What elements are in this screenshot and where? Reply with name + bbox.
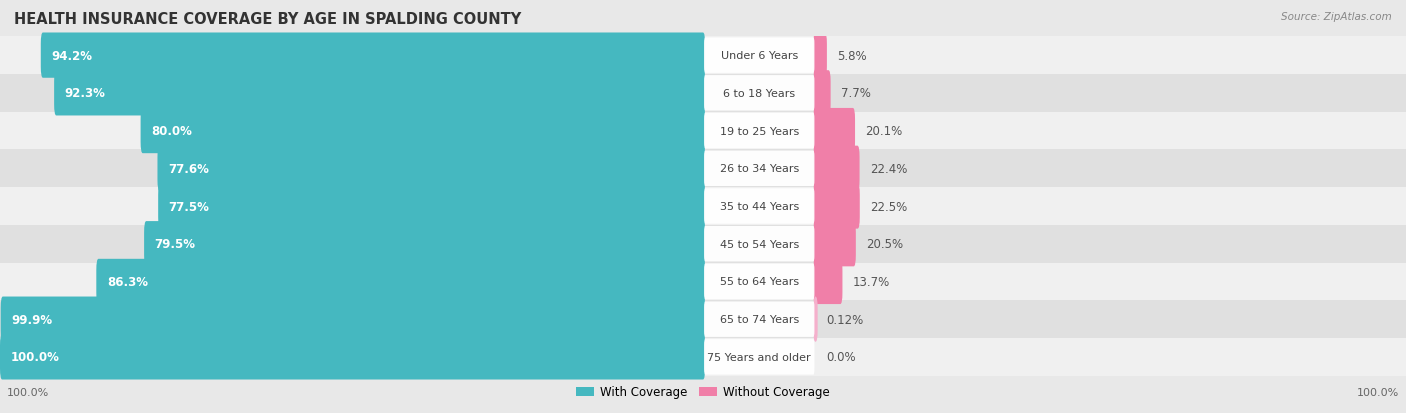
Bar: [0, 188, 1406, 225]
Text: 99.9%: 99.9%: [11, 313, 52, 326]
Text: Source: ZipAtlas.com: Source: ZipAtlas.com: [1281, 12, 1392, 22]
FancyBboxPatch shape: [141, 109, 706, 154]
Bar: [0, 75, 1406, 112]
Bar: [0, 225, 1406, 263]
Bar: [0, 338, 1406, 376]
Bar: [0, 301, 1406, 338]
FancyBboxPatch shape: [97, 259, 706, 304]
Text: Under 6 Years: Under 6 Years: [721, 51, 797, 61]
FancyBboxPatch shape: [41, 33, 706, 78]
Bar: [0, 112, 1406, 150]
FancyBboxPatch shape: [814, 146, 859, 192]
Text: 65 to 74 Years: 65 to 74 Years: [720, 314, 799, 324]
Text: 77.6%: 77.6%: [169, 162, 209, 176]
Text: 0.12%: 0.12%: [827, 313, 863, 326]
FancyBboxPatch shape: [157, 146, 706, 192]
Text: 94.2%: 94.2%: [51, 50, 93, 62]
FancyBboxPatch shape: [145, 221, 706, 267]
Text: 0.0%: 0.0%: [827, 351, 856, 363]
FancyBboxPatch shape: [704, 114, 814, 149]
FancyBboxPatch shape: [704, 76, 814, 111]
Text: 22.4%: 22.4%: [870, 162, 907, 176]
Text: 19 to 25 Years: 19 to 25 Years: [720, 126, 799, 136]
Text: 55 to 64 Years: 55 to 64 Years: [720, 277, 799, 287]
Text: 86.3%: 86.3%: [107, 275, 148, 288]
Text: 26 to 34 Years: 26 to 34 Years: [720, 164, 799, 174]
FancyBboxPatch shape: [814, 297, 818, 342]
Text: 80.0%: 80.0%: [152, 125, 193, 138]
FancyBboxPatch shape: [704, 339, 814, 375]
FancyBboxPatch shape: [814, 71, 831, 116]
FancyBboxPatch shape: [159, 184, 706, 229]
FancyBboxPatch shape: [704, 264, 814, 299]
Bar: [0, 150, 1406, 188]
Text: 20.5%: 20.5%: [866, 237, 904, 251]
Text: 100.0%: 100.0%: [11, 351, 59, 363]
FancyBboxPatch shape: [814, 33, 827, 78]
FancyBboxPatch shape: [814, 221, 856, 267]
Text: 100.0%: 100.0%: [1357, 387, 1399, 397]
Text: 100.0%: 100.0%: [7, 387, 49, 397]
Text: 77.5%: 77.5%: [169, 200, 209, 213]
Text: 45 to 54 Years: 45 to 54 Years: [720, 239, 799, 249]
Text: 20.1%: 20.1%: [866, 125, 903, 138]
FancyBboxPatch shape: [814, 109, 855, 154]
FancyBboxPatch shape: [704, 189, 814, 224]
Text: 75 Years and older: 75 Years and older: [707, 352, 811, 362]
Text: 35 to 44 Years: 35 to 44 Years: [720, 202, 799, 211]
Bar: [0, 37, 1406, 75]
FancyBboxPatch shape: [55, 71, 706, 116]
Text: 92.3%: 92.3%: [65, 87, 105, 100]
FancyBboxPatch shape: [814, 184, 860, 229]
Legend: With Coverage, Without Coverage: With Coverage, Without Coverage: [572, 381, 834, 403]
Text: 79.5%: 79.5%: [155, 237, 195, 251]
FancyBboxPatch shape: [704, 151, 814, 187]
Text: HEALTH INSURANCE COVERAGE BY AGE IN SPALDING COUNTY: HEALTH INSURANCE COVERAGE BY AGE IN SPAL…: [14, 12, 522, 27]
FancyBboxPatch shape: [0, 335, 706, 380]
Bar: [0, 263, 1406, 301]
Text: 5.8%: 5.8%: [838, 50, 868, 62]
FancyBboxPatch shape: [704, 302, 814, 337]
FancyBboxPatch shape: [814, 259, 842, 304]
FancyBboxPatch shape: [0, 297, 706, 342]
FancyBboxPatch shape: [704, 226, 814, 262]
FancyBboxPatch shape: [704, 38, 814, 74]
Text: 7.7%: 7.7%: [841, 87, 872, 100]
Text: 22.5%: 22.5%: [870, 200, 907, 213]
Text: 13.7%: 13.7%: [853, 275, 890, 288]
Text: 6 to 18 Years: 6 to 18 Years: [723, 89, 796, 99]
